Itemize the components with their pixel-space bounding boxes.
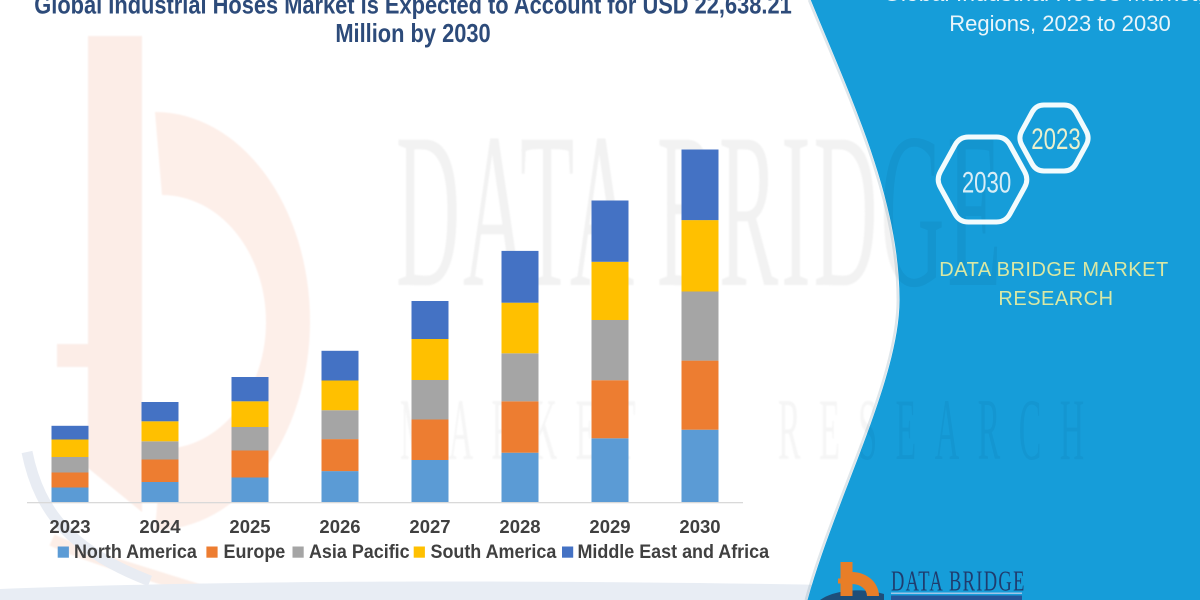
svg-text:2023: 2023 xyxy=(49,516,90,537)
svg-text:2024: 2024 xyxy=(139,516,181,537)
svg-text:2023: 2023 xyxy=(1031,122,1080,156)
svg-text:Million by 2030: Million by 2030 xyxy=(335,19,490,48)
svg-text:2025: 2025 xyxy=(229,516,270,537)
svg-text:Regions, 2023 to 2030: Regions, 2023 to 2030 xyxy=(949,11,1170,36)
svg-text:Global Industrial Hoses Market: Global Industrial Hoses Market is Expect… xyxy=(34,0,791,20)
svg-text:2030: 2030 xyxy=(962,165,1011,199)
svg-text:2027: 2027 xyxy=(409,516,450,537)
svg-text:Middle East and Africa: Middle East and Africa xyxy=(578,540,770,562)
svg-text:Europe: Europe xyxy=(224,540,286,562)
svg-text:2026: 2026 xyxy=(319,516,360,537)
svg-text:Global Industrial Hoses Market: Global Industrial Hoses Market, By xyxy=(883,0,1200,6)
svg-text:2030: 2030 xyxy=(679,516,720,537)
svg-text:2028: 2028 xyxy=(499,516,540,537)
svg-text:South America: South America xyxy=(431,540,557,562)
svg-text:DATA BRIDGE: DATA BRIDGE xyxy=(891,567,1026,598)
svg-text:RESEARCH: RESEARCH xyxy=(998,288,1113,310)
svg-text:2029: 2029 xyxy=(589,516,630,537)
svg-text:DATA BRIDGE MARKET: DATA BRIDGE MARKET xyxy=(939,259,1168,281)
svg-text:North America: North America xyxy=(74,540,197,562)
svg-text:Asia Pacific: Asia Pacific xyxy=(309,540,410,562)
